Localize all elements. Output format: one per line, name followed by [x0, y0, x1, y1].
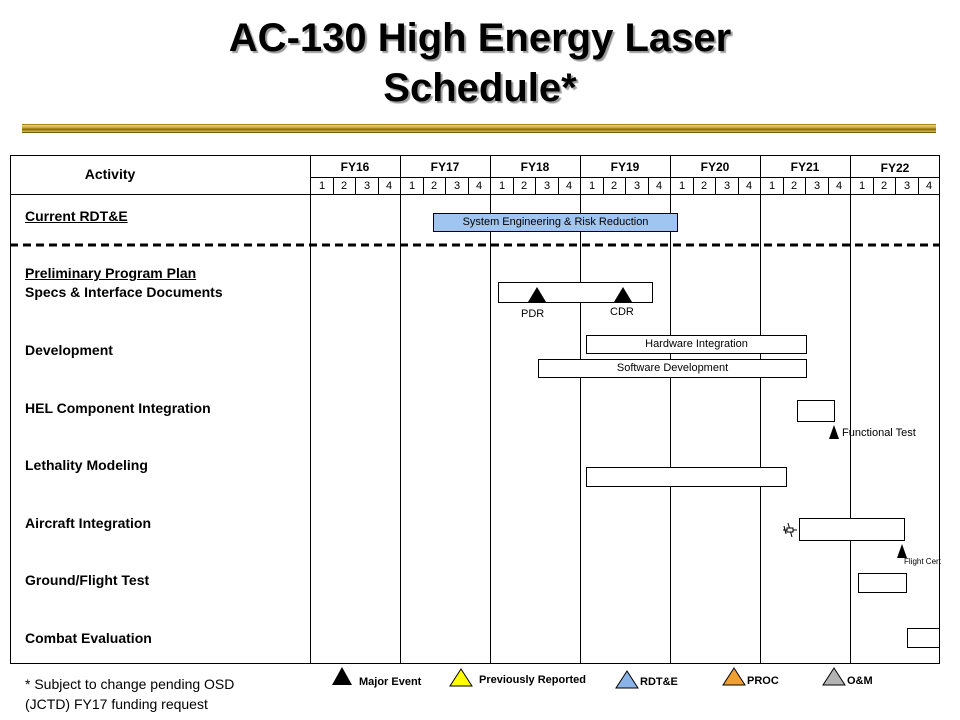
- fy-label: FY18: [520, 160, 550, 174]
- airplane-icon: [783, 522, 797, 538]
- quarter-label: 1: [408, 180, 416, 192]
- row-specs: Specs & Interface Documents: [25, 284, 223, 300]
- quarter-label: 1: [588, 180, 596, 192]
- quarter-label: 4: [565, 180, 573, 192]
- hardware-integration-bar: [586, 335, 807, 354]
- software-development-label: Software Development: [616, 362, 729, 374]
- quarter-label: 3: [903, 180, 911, 192]
- quarter-label: 3: [543, 180, 551, 192]
- system-engineering-label: System Engineering & Risk Reduction: [462, 216, 649, 228]
- table-border: [10, 155, 940, 664]
- hardware-integration-label: Hardware Integration: [645, 338, 748, 350]
- fy-label: FY22: [880, 161, 910, 175]
- combat-evaluation-bar: [907, 628, 940, 648]
- quarter-label: 2: [700, 180, 708, 192]
- quarter-label: 4: [655, 180, 663, 192]
- quarter-label: 1: [768, 180, 776, 192]
- quarter-label: 4: [835, 180, 843, 192]
- pdr-label: PDR: [521, 308, 545, 320]
- quarter-label: 3: [723, 180, 731, 192]
- legend-previously-reported: Previously Reported: [479, 674, 586, 686]
- row-hel-integration: HEL Component Integration: [25, 400, 211, 416]
- quarter-label: 1: [858, 180, 866, 192]
- functional-test-milestone-icon: [829, 425, 839, 439]
- quarter-label: 4: [385, 180, 393, 192]
- major-event-legend-icon: [332, 667, 352, 685]
- quarter-label: 1: [678, 180, 686, 192]
- quarter-label: 3: [633, 180, 641, 192]
- activity-header: Activity: [84, 166, 136, 182]
- quarter-label: 4: [745, 180, 753, 192]
- page-title-line1: AC-130 High Energy Laser: [228, 16, 732, 60]
- software-development-bar: [538, 359, 807, 378]
- legend-major-event: Major Event: [359, 676, 422, 688]
- footnote-line2: (JCTD) FY17 funding request: [25, 696, 208, 712]
- quarter-label: 2: [430, 180, 438, 192]
- quarter-label: 2: [340, 180, 348, 192]
- quarter-ticks: [333, 177, 919, 194]
- quarter-label: 3: [453, 180, 461, 192]
- row-combat-evaluation: Combat Evaluation: [25, 630, 152, 646]
- fy-label: FY19: [610, 160, 640, 174]
- fy-label: FY20: [700, 160, 730, 174]
- row-ground-flight-test: Ground/Flight Test: [25, 572, 150, 588]
- fy-label: FY17: [430, 160, 460, 174]
- quarter-label: 3: [363, 180, 371, 192]
- cdr-milestone-icon: [614, 287, 632, 302]
- row-lethality: Lethality Modeling: [25, 457, 148, 473]
- row-development: Development: [25, 342, 113, 358]
- title-rule: [22, 124, 936, 133]
- footnote: * Subject to change pending OSD (JCTD) F…: [25, 674, 234, 714]
- proc-legend-icon: [722, 667, 746, 686]
- quarter-label: 1: [318, 180, 326, 192]
- lethality-modeling-bar: [586, 467, 787, 487]
- fy-boundaries: [400, 155, 851, 664]
- functional-test-label: Functional Test: [842, 427, 916, 439]
- om-legend-icon: [822, 667, 846, 686]
- aircraft-integration-bar: [799, 518, 905, 541]
- hel-integration-bar: [797, 400, 835, 422]
- cdr-label: CDR: [610, 306, 634, 318]
- system-engineering-bar: [433, 213, 678, 232]
- quarter-label: 4: [925, 180, 933, 192]
- footnote-line1: * Subject to change pending OSD: [25, 676, 235, 692]
- previously-reported-legend-icon: [449, 668, 473, 687]
- flight-cert-milestone-icon: [897, 544, 907, 558]
- quarter-label: 1: [498, 180, 506, 192]
- legend-rdte: RDT&E: [640, 676, 678, 688]
- quarter-label: 4: [475, 180, 483, 192]
- legend-proc: PROC: [747, 675, 779, 687]
- legend-om: O&M: [847, 675, 873, 687]
- row-preliminary-plan: Preliminary Program Plan: [25, 265, 197, 281]
- quarter-label: 2: [610, 180, 618, 192]
- fy-label: FY16: [340, 160, 370, 174]
- quarter-label: 2: [520, 180, 528, 192]
- row-aircraft-integration: Aircraft Integration: [25, 515, 152, 531]
- pdr-milestone-icon: [528, 287, 546, 302]
- page-title-line2: Schedule*: [383, 66, 577, 110]
- rdte-legend-icon: [615, 670, 639, 689]
- quarter-label: 3: [813, 180, 821, 192]
- quarter-label: 2: [880, 180, 888, 192]
- ground-flight-test-bar: [858, 573, 907, 593]
- flight-cert-label: Flight Cert: [904, 557, 941, 566]
- row-current-rdte: Current RDT&E: [25, 208, 128, 224]
- quarter-label: 2: [790, 180, 798, 192]
- fy-label: FY21: [790, 160, 820, 174]
